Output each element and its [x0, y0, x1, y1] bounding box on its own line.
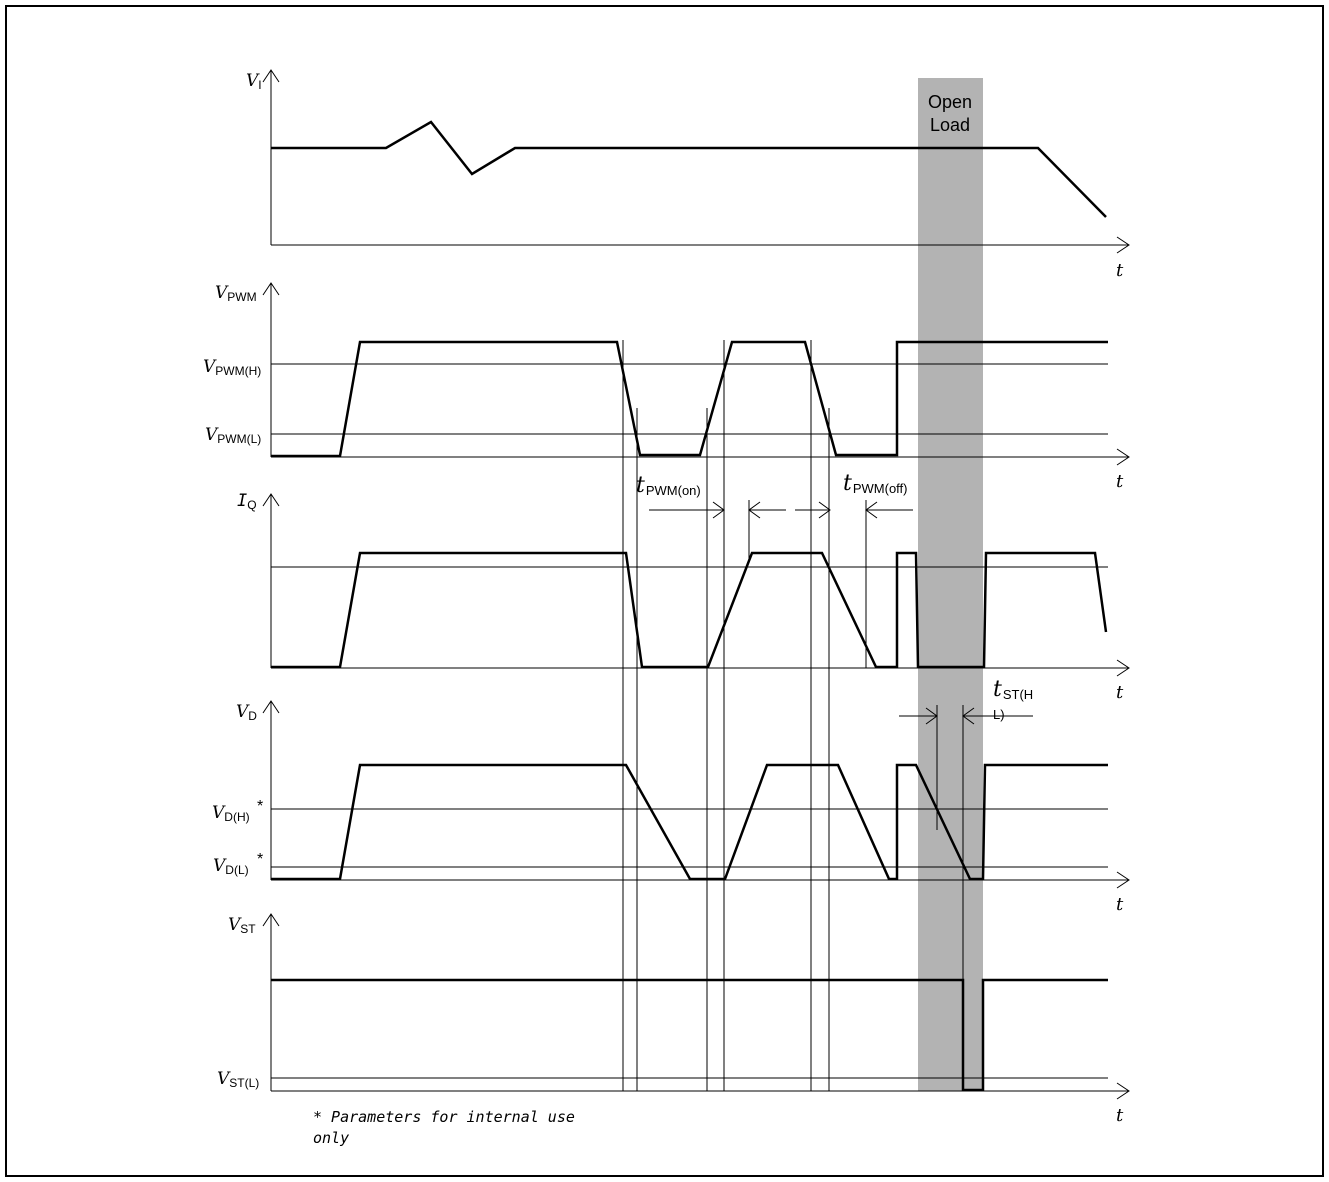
time-axis-label: t: [1116, 260, 1124, 281]
label-vst-l: VST(L): [217, 1069, 259, 1090]
waveform-iq: [271, 551, 1108, 669]
time-axis-label: t: [1116, 1105, 1124, 1126]
diagram-frame: [5, 5, 1324, 1177]
label-vd-l: VD(L): [213, 856, 249, 877]
label-t-st-hl-wrap: L): [993, 707, 1005, 722]
label-vd-h: VD(H): [212, 803, 250, 824]
waveform-vpwm: [271, 340, 1108, 458]
time-axis-label: t: [1116, 682, 1124, 703]
footnote-line2: only: [313, 1129, 349, 1147]
timing-arrows: [649, 501, 1033, 725]
waveform-vd: [271, 763, 1108, 881]
label-vst: VST: [228, 915, 256, 936]
label-vi: VI: [246, 71, 262, 92]
y-axes: [262, 69, 280, 1091]
waveform-vst: [271, 978, 1108, 1092]
marker-vd-h: *: [257, 798, 263, 815]
label-t-st-hl: tST(H: [993, 677, 1033, 702]
open-load-region: [918, 78, 983, 1091]
time-axis-label: t: [1116, 471, 1124, 492]
footnote-line1: * Parameters for internal use: [313, 1108, 575, 1126]
threshold-lines: [271, 363, 1108, 1079]
label-t-pwm-off: tPWM(off): [843, 471, 908, 496]
marker-vd-l: *: [257, 851, 263, 868]
label-t-pwm-on: tPWM(on): [636, 473, 701, 498]
label-vd: VD: [236, 702, 257, 723]
label-vpwm-l: VPWM(L): [205, 425, 261, 446]
open-load-label-line2: Load: [930, 115, 970, 135]
time-axis-label: t: [1116, 894, 1124, 915]
label-vpwm-h: VPWM(H): [203, 357, 261, 378]
reference-lines: [622, 340, 964, 1091]
label-vpwm: VPWM: [215, 283, 257, 304]
label-iq: IQ: [237, 491, 257, 512]
open-load-label-line1: Open: [928, 92, 972, 112]
waveform-vi: [271, 120, 1107, 218]
